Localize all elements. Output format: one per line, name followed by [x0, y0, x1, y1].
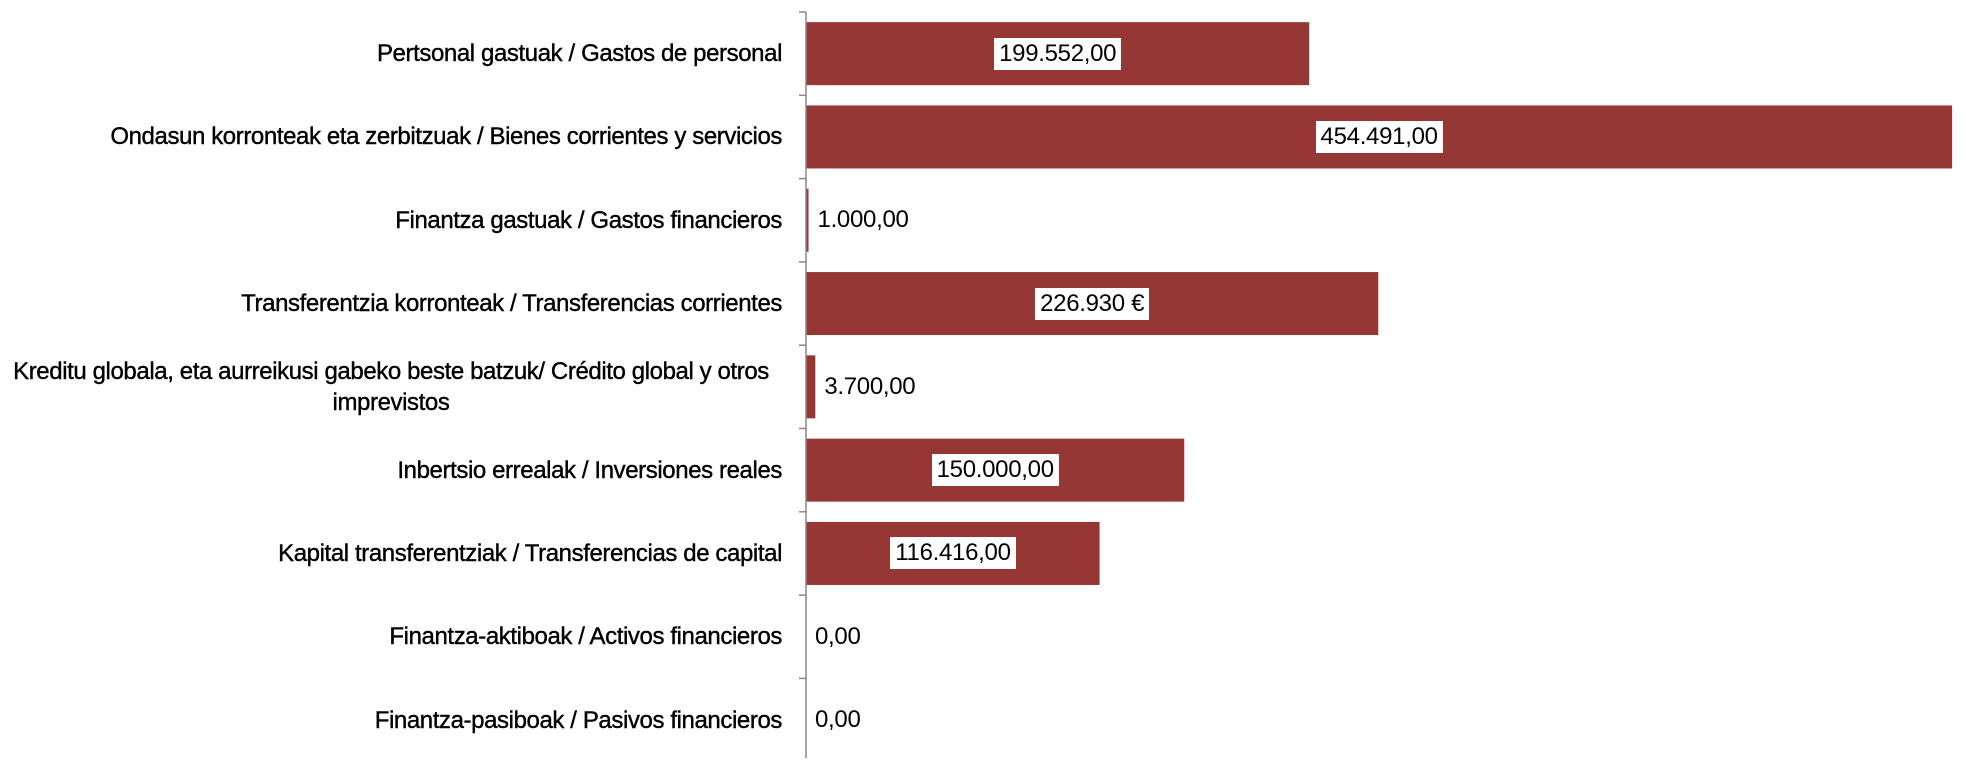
y-tick-label: Pertsonal gastuak / Gastos de personal	[376, 40, 783, 68]
data-label: 0,00	[810, 704, 866, 737]
data-label: 454.491,00	[1315, 120, 1443, 153]
y-tick-label: Inbertsio errealak / Inversiones reales	[397, 456, 782, 484]
category-row: Kapital transferentziak / Transferencias…	[0, 512, 783, 595]
category-row: Pertsonal gastuak / Gastos de personal	[0, 12, 783, 95]
bar	[806, 188, 809, 252]
y-tick-label: Finantza-aktiboak / Activos financieros	[389, 623, 782, 651]
data-label: 150.000,00	[931, 454, 1059, 487]
data-label: 0,00	[810, 620, 866, 653]
y-tick-label: Kapital transferentziak / Transferencias…	[278, 539, 783, 567]
data-label: 116.416,00	[890, 537, 1016, 570]
category-row: Finantza-aktiboak / Activos financieros	[0, 595, 782, 678]
y-tick-label: Ondasun korronteak eta zerbitzuak / Bien…	[110, 123, 782, 151]
y-tick-label: Finantza gastuak / Gastos financieros	[395, 206, 783, 234]
category-row: Kreditu globala, eta aurreikusi gabeko b…	[0, 345, 782, 428]
y-tick-label: Kreditu globala, eta aurreikusi gabeko b…	[13, 357, 770, 416]
data-label: 199.552,00	[994, 37, 1122, 70]
category-row: Inbertsio errealak / Inversiones reales	[0, 429, 782, 512]
category-row: Finantza-pasiboak / Pasivos financieros	[0, 678, 783, 761]
data-label: 1.000,00	[812, 204, 914, 237]
data-label: 3.700,00	[819, 370, 921, 403]
y-tick-label: Finantza-pasiboak / Pasivos financieros	[374, 706, 783, 734]
category-row: Transferentzia korronteak / Transferenci…	[0, 262, 783, 345]
bar	[806, 355, 816, 419]
category-row: Finantza gastuak / Gastos financieros	[0, 179, 783, 262]
data-label: 226.930 €	[1035, 287, 1150, 320]
category-row: Ondasun korronteak eta zerbitzuak / Bien…	[0, 95, 782, 178]
y-tick-label: Transferentzia korronteak / Transferenci…	[241, 290, 783, 318]
